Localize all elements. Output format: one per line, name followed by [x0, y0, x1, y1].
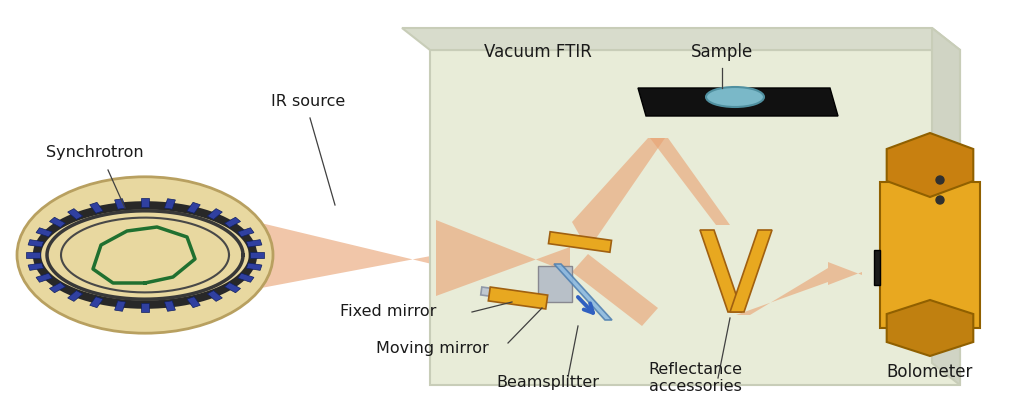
- Polygon shape: [114, 301, 125, 311]
- Polygon shape: [224, 282, 240, 293]
- Polygon shape: [553, 264, 611, 320]
- Polygon shape: [67, 290, 83, 301]
- Polygon shape: [29, 240, 44, 247]
- Polygon shape: [435, 220, 570, 296]
- Polygon shape: [239, 218, 435, 292]
- Polygon shape: [699, 230, 741, 312]
- Polygon shape: [186, 297, 200, 308]
- Polygon shape: [49, 217, 65, 228]
- Text: Reflectance
accessories: Reflectance accessories: [647, 362, 741, 394]
- Polygon shape: [430, 50, 959, 385]
- Polygon shape: [480, 287, 539, 303]
- Polygon shape: [401, 28, 959, 50]
- Polygon shape: [29, 263, 44, 270]
- Text: Beamsplitter: Beamsplitter: [496, 374, 599, 389]
- Polygon shape: [237, 228, 254, 237]
- Circle shape: [935, 196, 943, 204]
- Polygon shape: [36, 273, 52, 282]
- Text: Bolometer: Bolometer: [886, 363, 972, 381]
- Polygon shape: [164, 301, 175, 311]
- Polygon shape: [25, 252, 40, 258]
- Polygon shape: [67, 209, 83, 220]
- Text: Moving mirror: Moving mirror: [375, 341, 488, 356]
- Polygon shape: [736, 268, 827, 315]
- Polygon shape: [572, 254, 657, 326]
- Polygon shape: [886, 133, 972, 197]
- Polygon shape: [886, 300, 972, 356]
- Polygon shape: [141, 302, 149, 312]
- Polygon shape: [247, 240, 262, 247]
- Polygon shape: [141, 198, 149, 208]
- Polygon shape: [537, 266, 572, 302]
- Polygon shape: [164, 199, 175, 209]
- Ellipse shape: [705, 87, 763, 107]
- Polygon shape: [931, 28, 959, 385]
- Polygon shape: [488, 287, 547, 309]
- Polygon shape: [649, 138, 730, 225]
- Polygon shape: [36, 228, 52, 237]
- Polygon shape: [548, 232, 611, 252]
- Circle shape: [935, 176, 943, 184]
- Text: Fixed mirror: Fixed mirror: [339, 305, 436, 319]
- Polygon shape: [572, 138, 664, 250]
- Polygon shape: [90, 202, 103, 213]
- Polygon shape: [114, 199, 125, 209]
- Text: Sample: Sample: [690, 43, 752, 61]
- Polygon shape: [879, 182, 979, 328]
- Polygon shape: [827, 262, 861, 285]
- Polygon shape: [730, 230, 771, 312]
- Polygon shape: [49, 282, 65, 293]
- Polygon shape: [250, 252, 264, 258]
- Text: IR source: IR source: [271, 94, 344, 109]
- Polygon shape: [186, 202, 200, 213]
- Polygon shape: [224, 217, 240, 228]
- Polygon shape: [637, 88, 838, 116]
- Text: Synchrotron: Synchrotron: [46, 146, 144, 161]
- Polygon shape: [873, 250, 879, 285]
- Ellipse shape: [17, 177, 273, 333]
- Polygon shape: [90, 297, 103, 308]
- Polygon shape: [237, 273, 254, 282]
- Polygon shape: [207, 290, 222, 301]
- Polygon shape: [207, 209, 222, 220]
- Text: Vacuum FTIR: Vacuum FTIR: [484, 43, 591, 61]
- Polygon shape: [247, 263, 262, 270]
